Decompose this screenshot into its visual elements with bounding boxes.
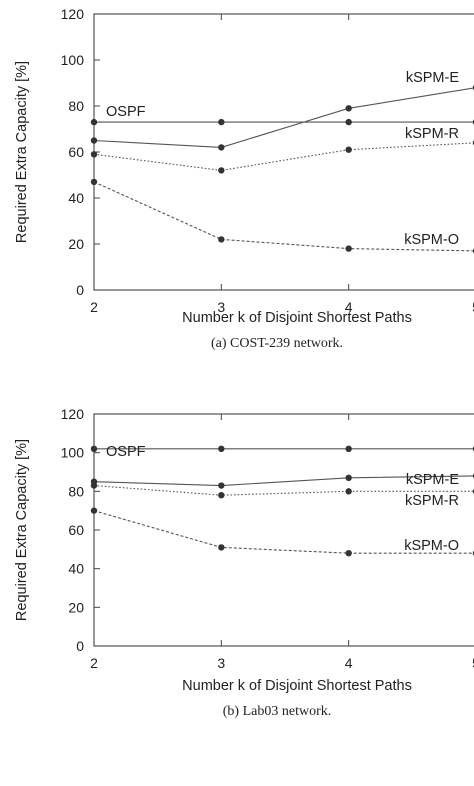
y-axis-label: Required Extra Capacity [%] <box>14 439 30 621</box>
y-tick-label: 0 <box>76 282 84 298</box>
x-tick-label: 2 <box>90 299 98 315</box>
x-axis-label: Number k of Disjoint Shortest Paths <box>182 678 412 694</box>
chart-a: 0 20 40 60 80 100 120 2 3 4 5 Number k of Disjoint … <box>14 6 474 351</box>
data-point-kspm-o <box>90 507 98 514</box>
data-point-kspm-r <box>218 167 225 174</box>
series-line-kspm-e <box>93 475 474 487</box>
series-line-kspm-r <box>93 484 474 496</box>
series-line-kspm-o <box>93 181 474 252</box>
data-point-kspm-o <box>345 550 352 557</box>
y-tick-label: 20 <box>68 236 84 252</box>
x-tick-label: 4 <box>345 299 353 315</box>
data-point-kspm-e <box>218 482 225 489</box>
data-point-kspm-e <box>345 105 352 112</box>
data-point-ospf <box>90 445 98 452</box>
x-tick-label: 5 <box>472 655 474 671</box>
data-point-ospf <box>345 445 352 452</box>
data-point-kspm-r <box>90 482 98 489</box>
x-tick-label: 2 <box>90 655 98 671</box>
series-line-kspm-e <box>93 87 474 148</box>
x-tick-label: 3 <box>217 299 225 315</box>
y-tick-label: 60 <box>68 144 84 160</box>
y-tick-label: 100 <box>61 445 85 461</box>
y-tick-label: 100 <box>61 52 85 68</box>
data-point-kspm-e <box>218 144 225 151</box>
series-line-kspm-r <box>93 142 474 171</box>
y-tick-label: 80 <box>68 483 84 499</box>
x-tick-label: 3 <box>217 655 225 671</box>
data-point-kspm-r <box>345 146 352 153</box>
series-line-kspm-o <box>93 510 474 554</box>
figure-caption: (a) COST-239 network. <box>211 336 343 351</box>
y-tick-label: 60 <box>68 522 84 538</box>
y-tick-label: 40 <box>68 561 84 577</box>
data-point-kspm-r <box>345 488 352 495</box>
data-point-kspm-o <box>345 245 352 252</box>
chart-b: 0 20 40 60 80 100 120 2 3 4 5 Number k of Disjoint … <box>14 406 474 719</box>
series-label-ospf: OSPF <box>106 104 146 120</box>
series-label-kspm-r: kSPM-R <box>405 493 459 509</box>
data-point-ospf <box>345 118 352 126</box>
y-tick-label: 0 <box>76 638 84 654</box>
data-point-kspm-e <box>345 474 352 481</box>
series-label-kspm-e: kSPM-E <box>406 472 460 488</box>
series-label-kspm-o: kSPM-O <box>404 538 459 554</box>
data-point-kspm-o <box>90 178 98 186</box>
data-point-kspm-r <box>218 492 225 499</box>
y-tick-label: 80 <box>68 98 84 114</box>
series-label-ospf: OSPF <box>106 444 146 460</box>
data-point-kspm-r <box>90 151 98 158</box>
x-tick-label: 5 <box>472 299 474 315</box>
data-point-kspm-o <box>218 544 225 551</box>
data-point-kspm-e <box>90 137 98 144</box>
x-tick-label: 4 <box>345 655 353 671</box>
series-label-kspm-r: kSPM-R <box>405 126 459 142</box>
data-point-ospf <box>218 118 225 126</box>
x-axis-label: Number k of Disjoint Shortest Paths <box>182 310 412 326</box>
y-tick-label: 40 <box>68 190 84 206</box>
plot-frame <box>93 13 474 291</box>
figure-caption: (b) Lab03 network. <box>223 704 331 719</box>
series-label-kspm-e: kSPM-E <box>406 70 460 86</box>
data-point-kspm-o <box>218 236 225 243</box>
y-axis-label: Required Extra Capacity [%] <box>14 61 30 243</box>
y-tick-label: 120 <box>61 406 85 422</box>
series-label-kspm-o: kSPM-O <box>404 232 459 248</box>
data-point-ospf <box>90 118 98 126</box>
data-point-ospf <box>218 445 225 452</box>
y-tick-label: 120 <box>61 6 85 22</box>
y-tick-label: 20 <box>68 599 84 615</box>
